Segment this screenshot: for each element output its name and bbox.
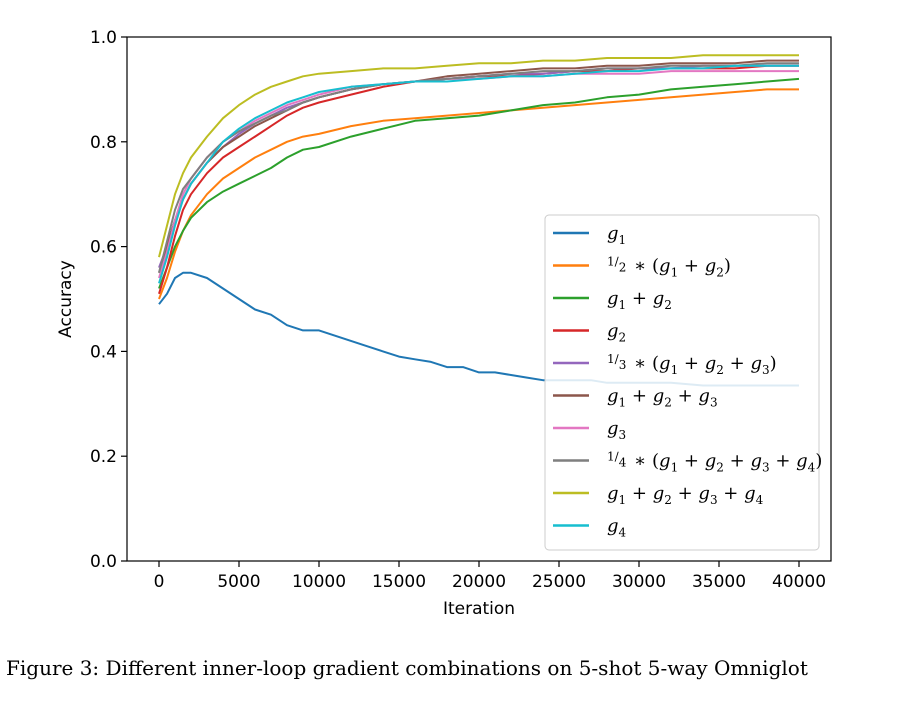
y-tick-label: 0.4 [90,342,117,362]
legend-label: g1​ [607,223,626,247]
x-tick-label: 5000 [217,572,260,592]
series-line-8 [158,62,799,274]
figure-caption: Figure 3: Different inner-loop gradient … [6,656,808,680]
line-chart: 0 5000 10000 15000 20000 25000 30000 35000 40000… [56,28,832,619]
legend-label: 1∕3 ∗ (g1​ + g2​ + g3​) [607,352,777,377]
legend-label: g1​ + g2​ + g3​ + g4​ [607,483,764,507]
legend-label: g1​ + g2​ [607,288,672,312]
legend-label: 1∕4 ∗ (g1​ + g2​ + g3​ + g4​) [607,450,822,475]
x-tick-label: 0 [154,572,165,592]
y-tick-label: 0.2 [90,447,117,467]
y-axis-label: Accuracy [56,260,76,338]
x-tick-label: 30000 [612,572,666,592]
legend-box [544,214,820,551]
legend-label: 1∕2 ∗ (g1​ + g2​) [607,255,731,280]
y-axis: 0.0 0.2 0.4 0.6 0.8 1.0 [90,28,127,572]
x-tick-label: 35000 [692,572,746,592]
series-line-2 [158,88,799,300]
y-tick-label: 0.8 [90,133,117,153]
x-axis-label: Iteration [443,599,515,619]
x-axis: 0 5000 10000 15000 20000 25000 30000 35000 40000 [154,561,826,592]
legend-label: g2​ [607,321,626,345]
series-lines [158,54,800,387]
x-tick-label: 15000 [372,572,426,592]
y-tick-label: 0.0 [90,552,117,572]
x-tick-label: 10000 [292,572,346,592]
y-tick-label: 1.0 [90,28,117,48]
legend-label: g1​ + g2​ + g3​ [607,386,718,410]
x-tick-label: 20000 [452,572,506,592]
series-line-10 [158,64,799,284]
series-line-3 [158,77,800,289]
legend-label: g3​ [607,418,626,442]
legend: g1​ 1∕2 ∗ (g1​ + g2​) g1​ + g2​ g2​ 1∕3 ∗ (g… [544,214,822,551]
series-line-9 [158,54,799,258]
x-tick-label: 25000 [532,572,586,592]
x-tick-label: 40000 [772,572,826,592]
legend-label: g4​ [607,516,627,540]
y-tick-label: 0.6 [90,238,117,258]
